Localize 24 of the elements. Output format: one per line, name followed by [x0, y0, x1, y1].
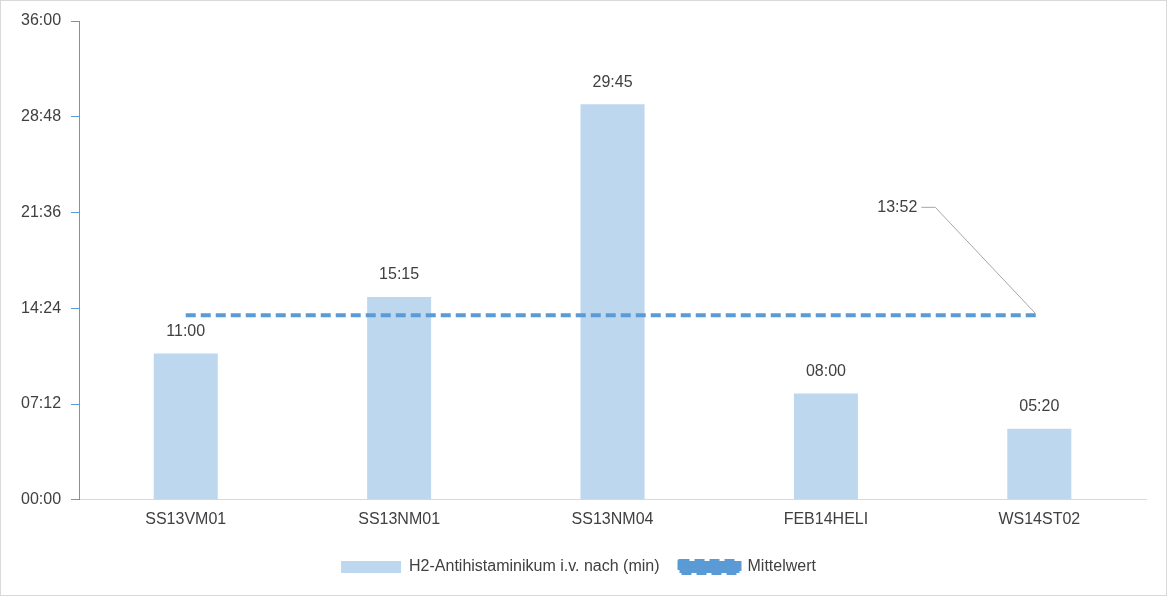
data-label: 29:45 [592, 72, 633, 90]
y-tick-label: 21:36 [20, 202, 62, 220]
y-tick-label: 00:00 [20, 490, 62, 508]
bar [367, 296, 432, 500]
bar [793, 393, 858, 500]
x-tick-label: SS13VM01 [145, 509, 227, 527]
data-label: 15:15 [379, 265, 420, 283]
x-tick-label: SS13NM01 [358, 509, 441, 527]
x-tick-label: FEB14HELI [783, 509, 869, 527]
x-tick-label: SS13NM04 [571, 509, 654, 527]
y-tick-label: 36:00 [20, 11, 62, 29]
bar [1007, 428, 1072, 500]
data-label: 13:52 [877, 197, 918, 215]
y-tick-label: 14:24 [20, 298, 62, 316]
y-tick-label: 28:48 [20, 107, 62, 125]
data-label: 05:20 [1019, 397, 1060, 415]
data-label: 08:00 [805, 361, 847, 379]
y-tick-label: 07:12 [20, 394, 62, 412]
x-tick-label: WS14ST02 [998, 509, 1081, 527]
bar [153, 353, 218, 500]
legend-label: H2-Antihistaminikum i.v. nach (min) [409, 557, 660, 575]
bar [580, 104, 645, 500]
legend-label: Mittelwert [747, 557, 817, 575]
data-label: 11:00 [166, 321, 206, 339]
